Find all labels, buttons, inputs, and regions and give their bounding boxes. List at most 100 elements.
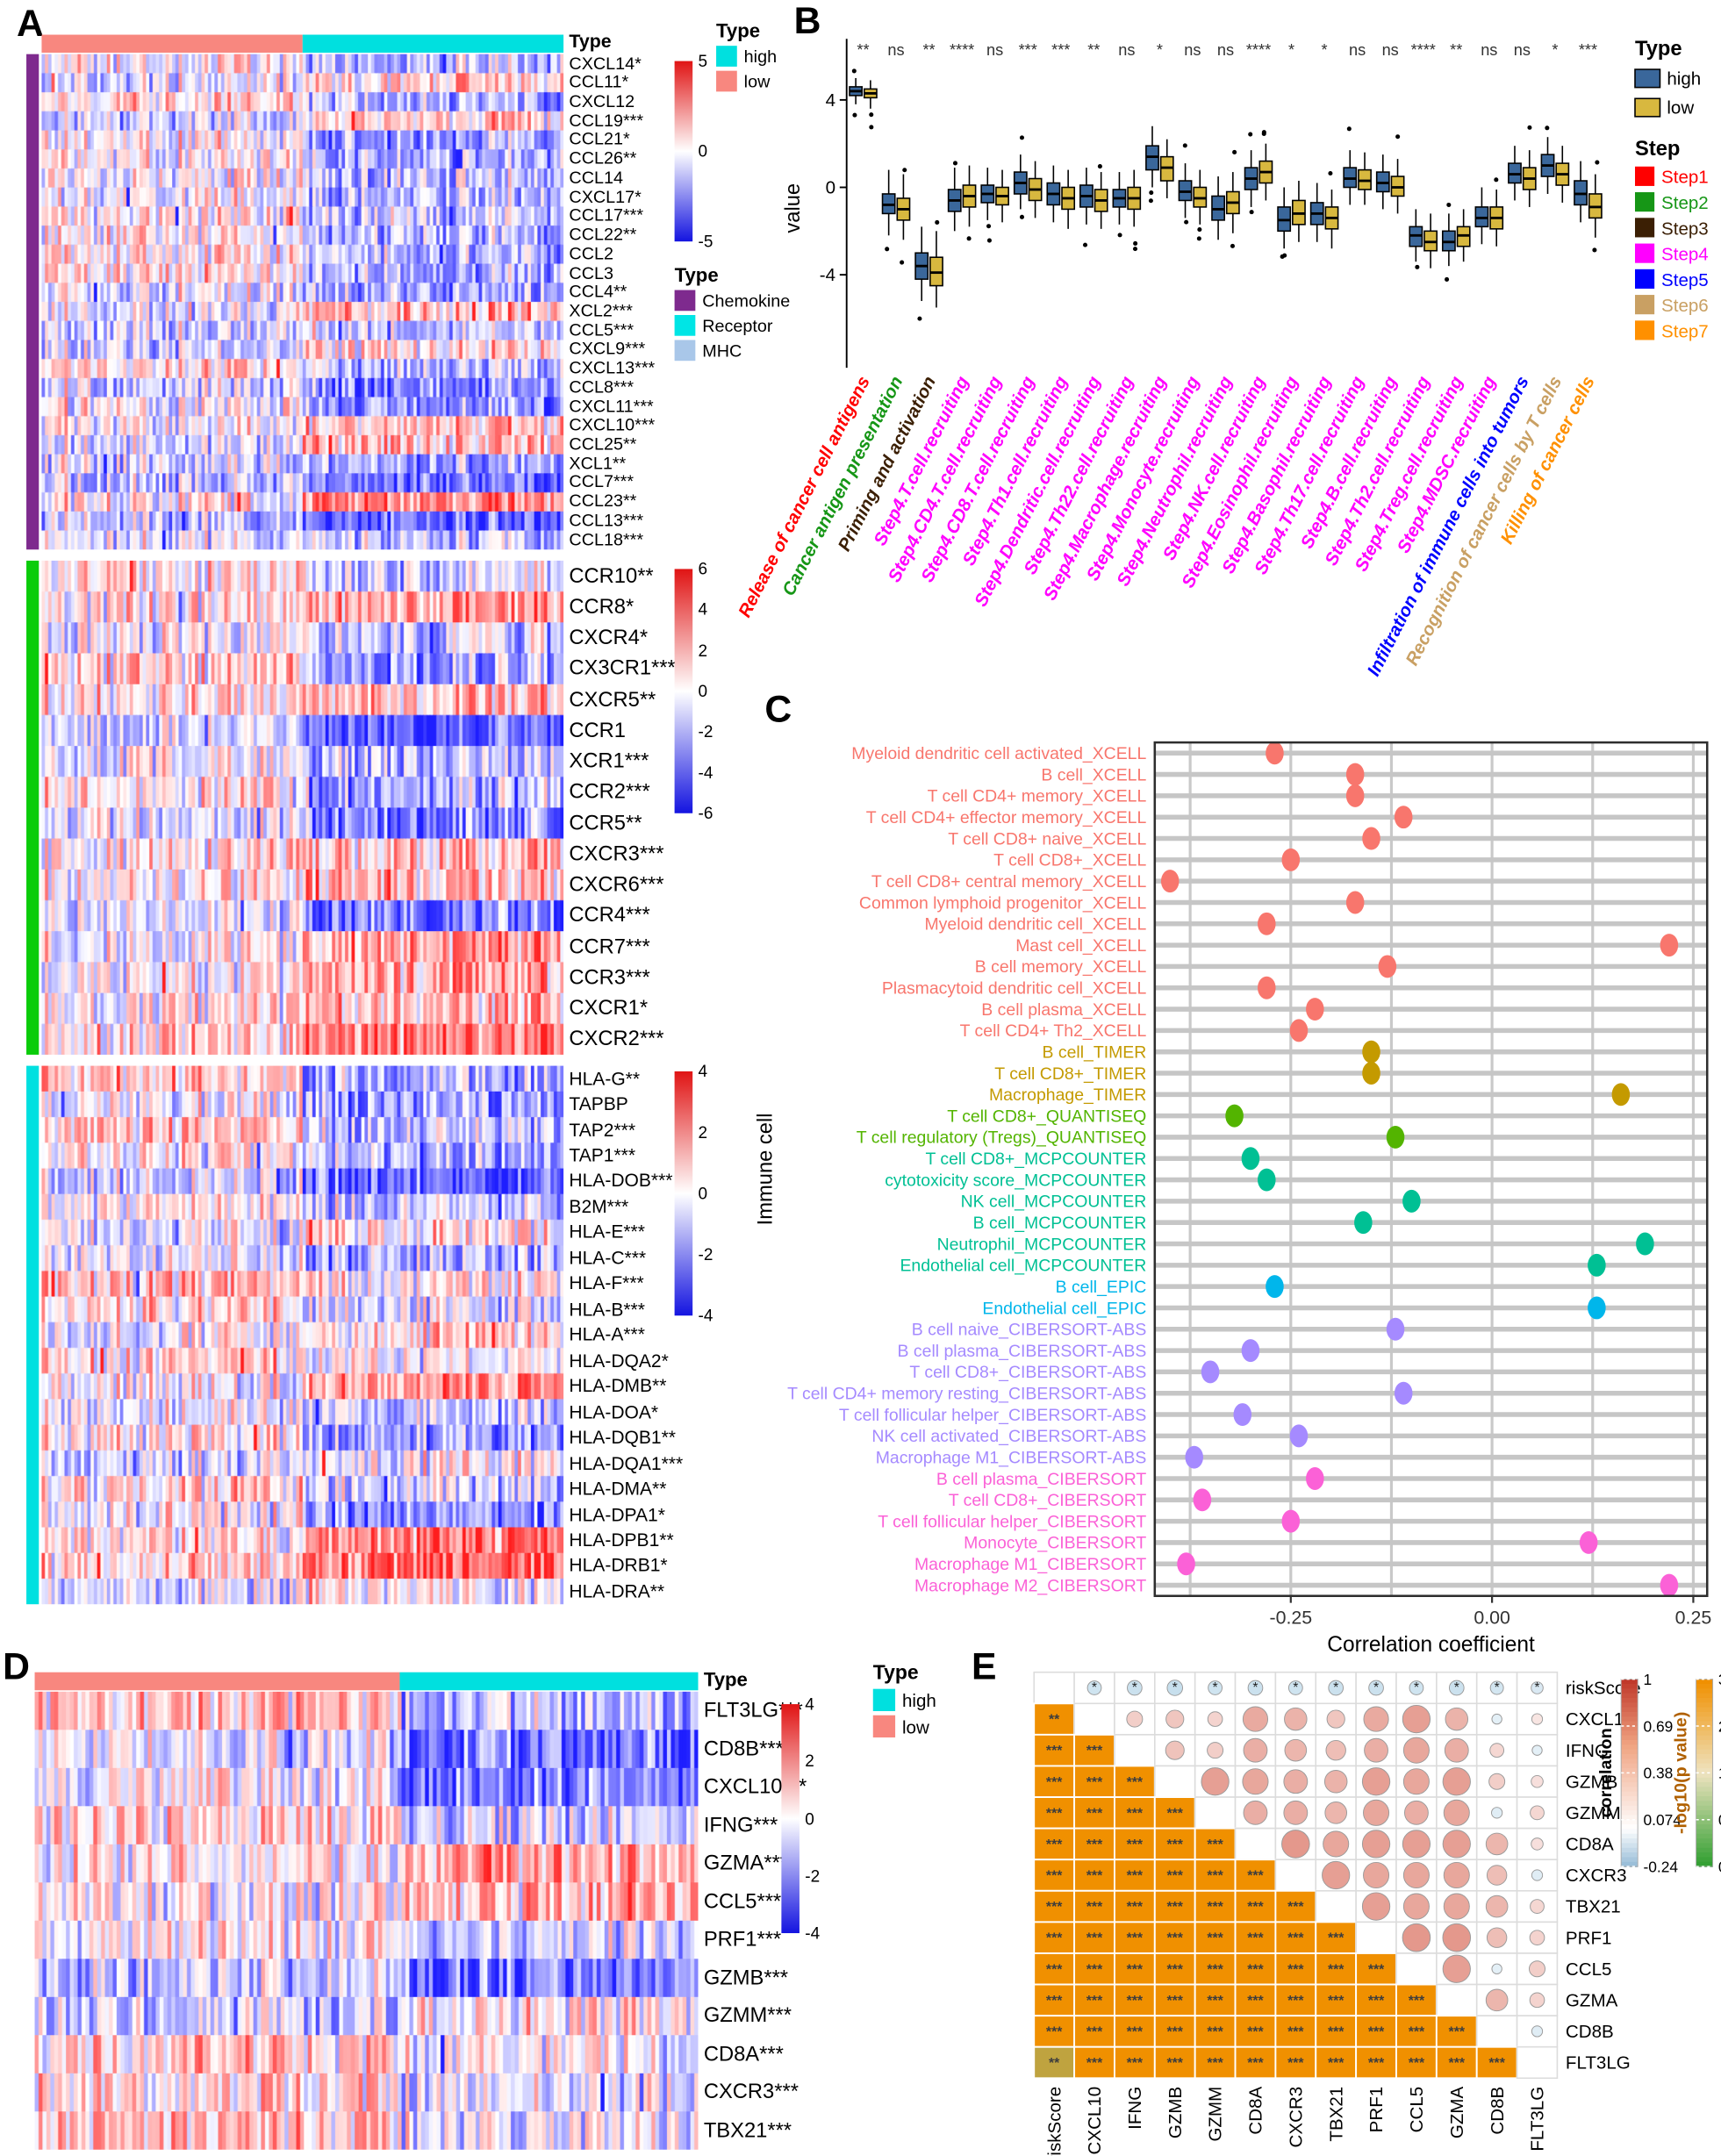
significance-stars: *** [1368,1994,1385,2009]
matrix-col-label: TBX21 [1326,2087,1346,2142]
correlation-dot [1289,1019,1309,1042]
correlation-dot [1394,1381,1413,1405]
pvalue-cell [1113,1983,1156,2017]
correlation-dot [1257,1168,1276,1192]
gene-label: CXCR6*** [569,872,664,897]
correlation-scale [1621,1833,1639,1839]
outlier-dot [1097,164,1102,169]
immune-cell-label: T cell CD4+ effector memory_XCELL [866,808,1147,827]
gene-label: CCL5*** [569,319,635,340]
pvalue-scale [1696,1847,1713,1853]
gene-label: HLA-DRB1* [569,1555,668,1576]
significance-stars: *** [1409,2056,1425,2071]
correlation-scale [1621,1824,1639,1830]
gene-label: CCL26** [569,148,637,168]
significance-label: * [1157,41,1163,59]
scale-tick-label: 0 [1718,1858,1721,1875]
legend-label: Chemokine [702,290,791,311]
sample-type-bar [41,34,564,54]
pvalue-scale [1696,1819,1713,1825]
correlation-scale [1621,1819,1639,1825]
significance-stars: *** [1328,1931,1345,1946]
significance-mark: * [1252,1680,1258,1695]
correlation-circle [1326,1709,1345,1729]
diagonal-cell [1274,1859,1317,1892]
color-scale-tick: -5 [698,232,713,252]
correlation-circle [1201,1767,1230,1796]
significance-stars: *** [1046,1775,1063,1790]
significance-stars: *** [1247,2056,1264,2071]
correlation-circle [1443,1799,1470,1826]
diagonal-cell [1234,1827,1277,1861]
matrix-row-label: CXCR3 [1566,1866,1627,1886]
correlation-circle [1529,1930,1545,1945]
correlation-circle [1243,1800,1268,1825]
pvalue-scale [1696,1711,1713,1718]
gene-class-sidebar [26,560,39,1055]
correlation-circle [1531,1774,1544,1788]
gene-label: HLA-B*** [569,1298,645,1320]
significance-stars: *** [1046,1962,1063,1977]
gene-label: PRF1*** [703,1928,782,1952]
pvalue-scale [1696,1749,1713,1755]
legend-swatch [674,290,696,312]
significance-mark: * [1414,1680,1419,1695]
correlation-scale [1621,1735,1639,1741]
significance-stars: *** [1046,1931,1063,1946]
correlation-scale [1621,1852,1639,1859]
pvalue-cell [1033,1796,1076,1830]
outlier-dot [1595,160,1600,165]
matrix-row-label: TBX21 [1566,1897,1621,1917]
correlation-circle [1243,1737,1268,1763]
significance-stars: *** [1287,2056,1304,2071]
pvalue-scale [1696,1838,1713,1844]
pvalue-scale [1696,1787,1713,1793]
diagonal-cell [1516,2045,1559,2080]
immune-cell-label: Mast cell_XCELL [1015,936,1146,956]
matrix-row-label: CD8B [1566,2022,1614,2042]
legend-swatch [1635,192,1655,212]
immune-cell-label: Myeloid dendritic cell_XCELL [925,915,1147,935]
pvalue-scale [1696,1777,1713,1783]
pvalue-scale [1696,1768,1713,1774]
correlation-dot [1362,1040,1380,1064]
significance-stars: *** [1086,1962,1103,1977]
correlation-scale [1621,1847,1639,1853]
x-tick-label: 0.00 [1474,1607,1510,1628]
significance-stars: *** [1127,1900,1144,1915]
significance-stars: *** [1328,1962,1345,1977]
outlier-dot [902,168,907,173]
plot-border [1153,741,1709,1597]
outlier-dot [1184,219,1189,225]
significance-mark: * [1132,1680,1137,1695]
correlation-circle [1529,1960,1546,1978]
pvalue-cell [1315,1983,1358,2017]
outlier-dot [1232,149,1237,154]
pvalue-cell [1234,1952,1277,1986]
gene-label: HLA-DQB1** [569,1427,676,1448]
dotplot-svg: Myeloid dendritic cell activated_XCELL B … [754,741,1711,1657]
gene-label: GZMA*** [703,1852,789,1876]
pvalue-scale [1696,1758,1713,1765]
corr-cell [1154,1702,1196,1736]
correlation-scale [1621,1838,1639,1844]
legend-item: MHC [674,340,791,362]
correlation-circle [1322,1860,1351,1890]
type-bar-high-segment [399,1672,699,1691]
correlation-circle [1242,1768,1269,1795]
pvalue-cell [1315,1952,1358,1986]
immune-cell-label: cytotoxicity score_MCPCOUNTER [885,1171,1146,1190]
gene-label: CXCR5** [569,687,656,712]
legend-swatch [1635,166,1655,186]
correlation-scale [1621,1683,1639,1690]
correlation-scale [1621,1791,1639,1797]
correlation-circle [1361,1767,1391,1796]
legend-item: low [872,1715,936,1738]
gene-label: CCL14 [569,168,623,188]
correlation-circle [1165,1740,1185,1760]
significance-label: **** [1246,41,1271,59]
outlier-dot [1592,247,1597,253]
gene-label: XCR1*** [569,749,649,774]
panel-e-label: E [972,1645,997,1688]
significance-stars: *** [1247,1931,1264,1946]
